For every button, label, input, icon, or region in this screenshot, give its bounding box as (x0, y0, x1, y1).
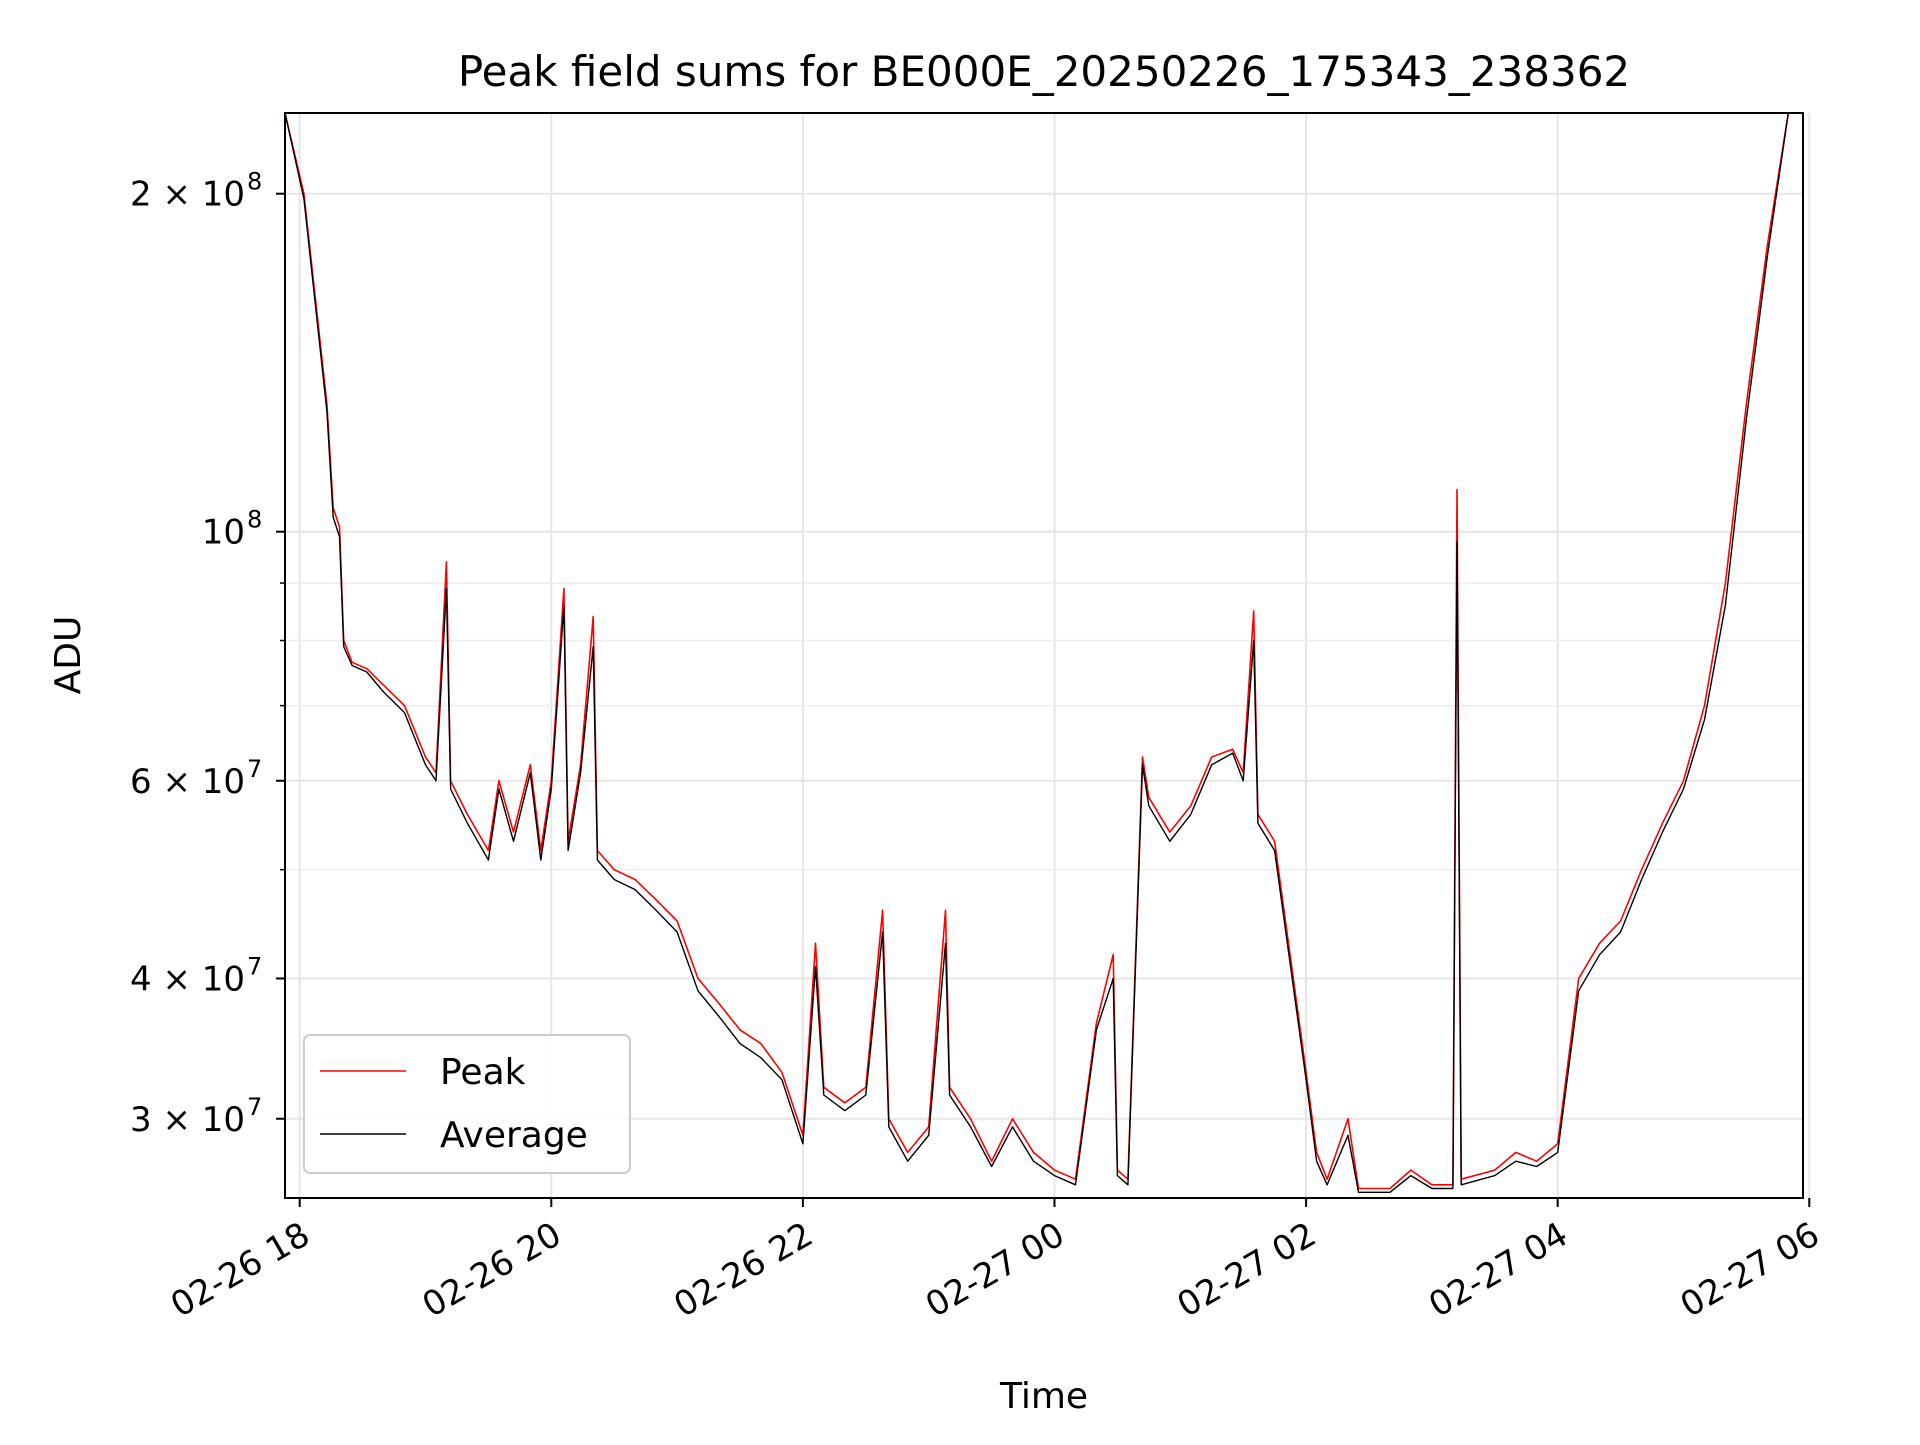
y-tick-exponent: 7 (247, 755, 262, 783)
y-tick-exponent: 8 (247, 168, 262, 196)
x-axis-label: Time (999, 1376, 1088, 1417)
legend: Peak Average (304, 1035, 630, 1173)
y-tick-exponent: 8 (247, 506, 262, 534)
legend-label-peak: Peak (440, 1052, 526, 1093)
legend-label-average: Average (440, 1115, 588, 1156)
y-tick-label: 6 × 10 (130, 762, 245, 802)
y-tick-exponent: 7 (247, 952, 262, 980)
y-tick-label: 4 × 10 (130, 959, 245, 999)
y-tick-label: 10 (202, 513, 245, 553)
chart-title: Peak field sums for BE000E_20250226_1753… (458, 47, 1630, 96)
y-tick-exponent: 7 (247, 1093, 262, 1121)
y-axis-label: ADU (48, 616, 89, 695)
y-tick-label: 2 × 10 (130, 175, 245, 215)
y-tick-label: 3 × 10 (130, 1100, 245, 1140)
